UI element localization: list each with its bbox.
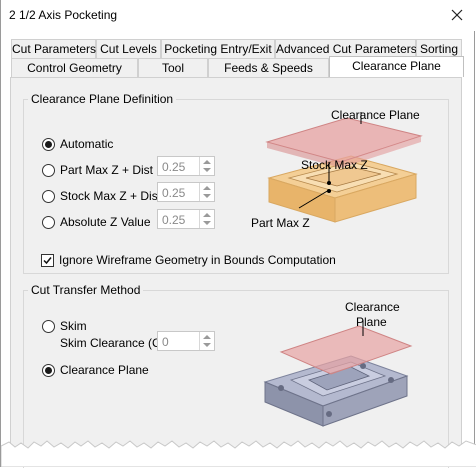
diagram-label-part-max-z: Part Max Z	[251, 216, 310, 230]
radio-absolute-z[interactable]	[42, 216, 55, 229]
arrow-up-icon[interactable]	[203, 335, 211, 339]
group-title-cut-transfer: Cut Transfer Method	[28, 283, 144, 297]
arrow-down-icon[interactable]	[203, 343, 211, 347]
torn-edge	[1, 440, 476, 467]
arrow-up-icon[interactable]	[203, 186, 211, 190]
window-title: 2 1/2 Axis Pocketing	[9, 8, 118, 22]
stepper-arrows[interactable]	[199, 183, 214, 201]
label-absolute-z: Absolute Z Value	[60, 215, 151, 229]
stock-max-z-value: 0.25	[162, 186, 186, 200]
diagram-label-stock-max-z: Stock Max Z	[301, 158, 368, 172]
part-max-z-value: 0.25	[162, 160, 186, 174]
checkmark-icon	[43, 257, 52, 265]
tab-control-geometry[interactable]: Control Geometry	[11, 58, 138, 77]
tab-feeds-speeds[interactable]: Feeds & Speeds	[208, 58, 329, 77]
stock-max-z-stepper[interactable]: 0.25	[157, 182, 215, 202]
stepper-arrows[interactable]	[199, 210, 214, 228]
arrow-down-icon[interactable]	[203, 221, 211, 225]
tab-sorting[interactable]: Sorting	[416, 39, 462, 58]
clearance-plane-definition-group	[23, 99, 449, 274]
title-bar: 2 1/2 Axis Pocketing	[1, 0, 476, 31]
arrow-up-icon[interactable]	[203, 213, 211, 217]
label-skim-clearance: Skim Clearance (C)	[60, 336, 165, 350]
tab-pocketing-entry-exit[interactable]: Pocketing Entry/Exit	[161, 39, 275, 58]
label-skim: Skim	[60, 319, 87, 333]
label-automatic: Automatic	[60, 137, 114, 151]
clearance-plane-diagram	[265, 112, 423, 223]
label-ignore-wireframe: Ignore Wireframe Geometry in Bounds Comp…	[59, 253, 336, 267]
cut-transfer-method-group	[23, 290, 449, 468]
close-icon[interactable]	[448, 6, 466, 24]
tab-tool[interactable]: Tool	[138, 58, 208, 77]
arrow-down-icon[interactable]	[203, 168, 211, 172]
tab-cut-levels[interactable]: Cut Levels	[96, 39, 161, 58]
ignore-wireframe-checkbox[interactable]	[41, 254, 54, 267]
radio-stock-max-z[interactable]	[42, 190, 55, 203]
skim-clearance-stepper[interactable]: 0	[157, 331, 215, 351]
diagram-label-clearance-plane: Clearance Plane	[331, 108, 420, 122]
absolute-z-value: 0.25	[162, 213, 186, 227]
tab-panel: Clearance Plane Definition Automatic Par…	[10, 77, 462, 468]
radio-part-max-z[interactable]	[42, 164, 55, 177]
cut-transfer-diagram	[263, 320, 413, 427]
radio-skim[interactable]	[42, 320, 55, 333]
radio-clearance-plane[interactable]	[42, 364, 55, 377]
stepper-arrows[interactable]	[199, 157, 214, 175]
label-stock-max-z: Stock Max Z + Dist	[60, 189, 162, 203]
diagram-label-clearance-line2: Plane	[356, 315, 387, 329]
absolute-z-stepper[interactable]: 0.25	[157, 209, 215, 229]
skim-clearance-value: 0	[162, 335, 169, 349]
label-clearance-plane: Clearance Plane	[60, 363, 149, 377]
part-max-z-stepper[interactable]: 0.25	[157, 156, 215, 176]
label-part-max-z: Part Max Z + Dist	[60, 163, 154, 177]
stepper-arrows[interactable]	[199, 332, 214, 350]
tab-advanced-cut-parameters[interactable]: Advanced Cut Parameters	[275, 39, 417, 58]
diagram-label-clearance-line1: Clearance	[345, 300, 400, 314]
radio-automatic[interactable]	[42, 138, 55, 151]
group-title-clearance-definition: Clearance Plane Definition	[28, 92, 177, 106]
arrow-down-icon[interactable]	[203, 194, 211, 198]
tab-clearance-plane[interactable]: Clearance Plane	[329, 56, 464, 77]
arrow-up-icon[interactable]	[203, 160, 211, 164]
tab-cut-parameters[interactable]: Cut Parameters	[11, 39, 96, 58]
